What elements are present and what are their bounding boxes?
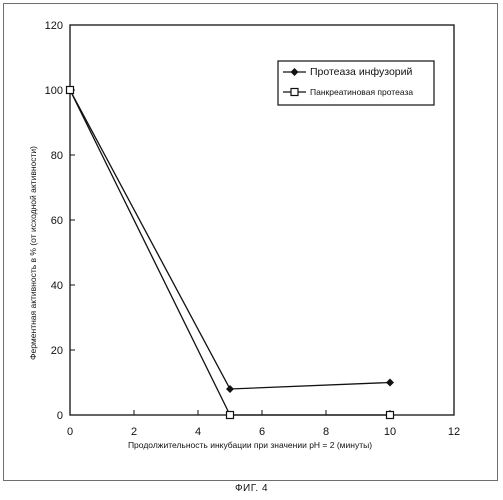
data-point-square xyxy=(387,412,394,419)
x-tick-label: 8 xyxy=(323,426,329,438)
data-point-square xyxy=(227,412,234,419)
data-point-square xyxy=(67,87,74,94)
series-1 xyxy=(66,86,394,393)
legend-label-ciliate: Протеаза инфузорий xyxy=(310,66,412,78)
x-tick-label: 6 xyxy=(259,426,265,438)
series-layer xyxy=(66,86,394,419)
data-point-diamond xyxy=(386,379,394,387)
series-2 xyxy=(67,87,394,419)
y-tick-label: 120 xyxy=(45,20,63,32)
y-axis-label: Ферментная активность в % (от исходной а… xyxy=(28,146,38,360)
series-line xyxy=(70,90,390,389)
data-point-diamond xyxy=(226,385,234,393)
legend: Протеаза инфузорий Панкреатиновая протеа… xyxy=(278,61,434,105)
x-tick-label: 2 xyxy=(131,426,137,438)
x-tick-label: 12 xyxy=(448,426,460,438)
x-axis-label: Продолжительность инкубации при значении… xyxy=(128,440,372,450)
y-tick-label: 20 xyxy=(51,345,63,357)
y-tick-label: 60 xyxy=(51,215,63,227)
y-tick-label: 80 xyxy=(51,150,63,162)
x-tick-label: 0 xyxy=(67,426,73,438)
x-tick-label: 4 xyxy=(195,426,201,438)
series-line xyxy=(70,90,390,415)
legend-label-pancreatin: Панкреатиновая протеаза xyxy=(310,87,413,97)
legend-marker-square xyxy=(291,89,298,96)
x-tick-label: 10 xyxy=(384,426,396,438)
y-tick-label: 0 xyxy=(57,410,63,422)
y-tick-label: 100 xyxy=(45,85,63,97)
figure-caption: ФИГ. 4 xyxy=(0,483,503,494)
y-tick-label: 40 xyxy=(51,280,63,292)
line-chart: 024681012020406080100120 Продолжительнос… xyxy=(0,0,503,480)
